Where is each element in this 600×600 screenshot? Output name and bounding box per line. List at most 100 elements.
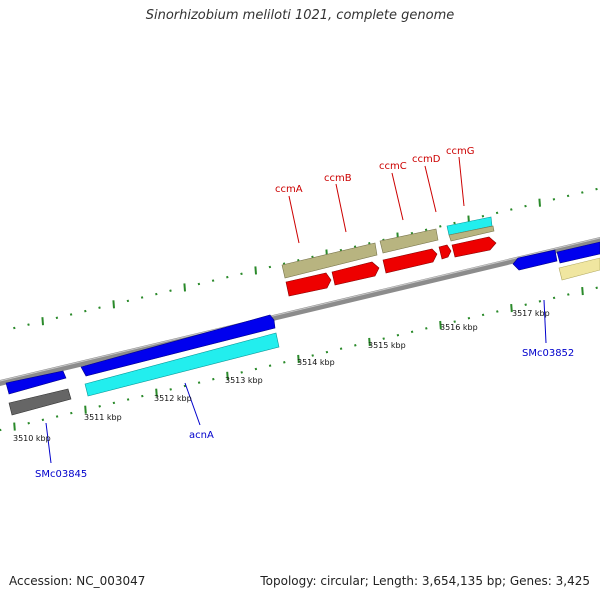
lower-tick-row-major-tick (510, 304, 513, 313)
scale-label-3511: 3511 kbp (84, 413, 122, 422)
upper-tick-row-major-tick (41, 317, 44, 326)
lower-tick-row-major-tick (368, 337, 371, 346)
lower-tick-row-dot (325, 350, 329, 354)
upper-tick-row-dot (169, 289, 172, 292)
lower-tick-row-dot (410, 330, 414, 334)
scale-label-3514: 3514 kbp (297, 358, 335, 367)
gene-ccmG-product[interactable] (451, 236, 497, 258)
gene-ccmA-product[interactable] (285, 272, 332, 297)
gene-label-ccmC[interactable]: ccmC (379, 161, 407, 172)
locus-label-SMc03852[interactable]: SMc03852 (522, 348, 574, 359)
upper-tick-row-dot (495, 211, 499, 215)
upper-tick-row-dot (197, 282, 201, 286)
lower-tick-row-dot (197, 381, 201, 384)
locus-label-SMc03845[interactable]: SMc03845 (35, 469, 87, 480)
lower-tick-row-dot (70, 411, 73, 415)
gene-ccmG-cds-khaki[interactable] (448, 225, 495, 242)
lower-tick-row-dot (212, 377, 215, 381)
gene-SMc03852-reverse[interactable] (512, 249, 558, 271)
upper-tick-row-dot (481, 214, 485, 218)
lower-tick-row-dot (524, 303, 527, 306)
map-title: Sinorhizobium meliloti 1021, complete ge… (145, 8, 455, 23)
lower-tick-row-dot (567, 293, 570, 296)
gene-label-leaders (288, 156, 465, 244)
upper-tick-row-dot (424, 228, 428, 232)
lower-tick-row-major-tick (439, 320, 442, 330)
upper-tick-row-major-tick (538, 198, 541, 207)
gene-label-ccmG[interactable]: ccmG (446, 146, 475, 157)
scale-labels: 3510 kbp 3511 kbp 3512 kbp 3513 kbp 3514… (13, 309, 550, 443)
scale-label-3515: 3515 kbp (368, 341, 406, 350)
lower-tick-row-major-tick (226, 371, 229, 380)
gene-next-forward[interactable] (556, 241, 600, 264)
genome-backbone-highlight (0, 237, 600, 382)
lower-tick-row-dot (311, 354, 314, 357)
upper-tick-row-dot (524, 204, 527, 208)
gene-label-ccmB[interactable]: ccmB (324, 173, 352, 184)
upper-tick-row-dot (552, 198, 556, 201)
upper-tick-row-dot (69, 313, 73, 316)
locus-labels: SMc03845 acnA SMc03852 (35, 348, 574, 480)
locus-label-leaders (45, 299, 547, 464)
accession-text: Accession: NC_003047 (9, 574, 146, 588)
upper-tick-row-dot (55, 316, 59, 320)
gene-label-ccmA[interactable]: ccmA (275, 184, 303, 195)
gene-ccmC-cds[interactable] (379, 228, 439, 254)
gene-acnA-cds[interactable] (84, 332, 280, 397)
upper-tick-row-dot (268, 265, 272, 269)
lower-tick-row-dot (467, 316, 471, 320)
lower-tick-row-dot (112, 401, 116, 405)
upper-tick-row-dot (453, 221, 456, 225)
scale-label-3510: 3510 kbp (13, 434, 51, 443)
gene-label-ccmD[interactable]: ccmD (412, 154, 441, 165)
lower-tick-row-dot (453, 320, 456, 323)
lower-tick-row-dot (254, 367, 258, 371)
lower-tick-row-dot (354, 344, 357, 347)
upper-tick-row-dot (595, 187, 598, 191)
lower-tick-row-dot (382, 337, 385, 340)
ccmA-leader (288, 195, 300, 244)
upper-tick-row-dot (98, 306, 101, 309)
lower-tick-row-major-tick (155, 388, 158, 397)
lower-tick-row-dot (339, 347, 343, 350)
upper-tick-row-dot (13, 326, 16, 330)
lower-tick-row-dot (396, 333, 400, 337)
gene-acnA-forward[interactable] (80, 314, 276, 377)
gene-SMc03845-cds[interactable] (8, 388, 72, 416)
upper-tick-row-dot (581, 191, 584, 194)
gene-ccmC-product[interactable] (382, 248, 438, 274)
lower-tick-row-major-tick (297, 354, 300, 363)
lower-tick-row-dot (538, 300, 542, 303)
lower-tick-row-dot (268, 364, 272, 367)
upper-tick-row-dot (439, 225, 442, 228)
scale-label-3513: 3513 kbp (225, 376, 263, 385)
gene-ccmB-product[interactable] (331, 261, 380, 286)
lower-tick-row-dot (283, 361, 286, 364)
lower-tick-row-dot (183, 384, 187, 388)
upper-tick-row-dot (566, 194, 570, 198)
SMc03845-leader (45, 422, 52, 464)
ccmC-leader (391, 172, 404, 221)
gene-ccmA-cds[interactable] (281, 242, 378, 279)
lower-tick-row-dot (126, 398, 130, 401)
gene-next-cds[interactable] (558, 257, 600, 281)
scale-label-3516: 3516 kbp (440, 323, 478, 332)
upper-tick-row-major-tick (183, 283, 186, 292)
locus-label-acnA[interactable]: acnA (189, 430, 214, 441)
lower-tick-row-dot (240, 371, 243, 374)
ccmD-leader (424, 165, 437, 213)
ccmG-leader (458, 156, 465, 207)
acnA-leader (184, 382, 201, 426)
upper-tick-row-dot (226, 275, 229, 279)
lower-tick-row-dot (98, 405, 101, 408)
gene-SMc03845-forward[interactable] (5, 370, 67, 395)
gene-labels: ccmA ccmB ccmC ccmD ccmG (275, 146, 475, 195)
lower-tick-row-dot (55, 415, 59, 418)
scale-label-3517: 3517 kbp (512, 309, 550, 318)
gene-ccmD-product[interactable] (438, 244, 452, 260)
lower-tick-row-dot (481, 313, 485, 317)
upper-tick-row-dot (126, 299, 130, 303)
upper-tick-row-dot (211, 279, 215, 282)
